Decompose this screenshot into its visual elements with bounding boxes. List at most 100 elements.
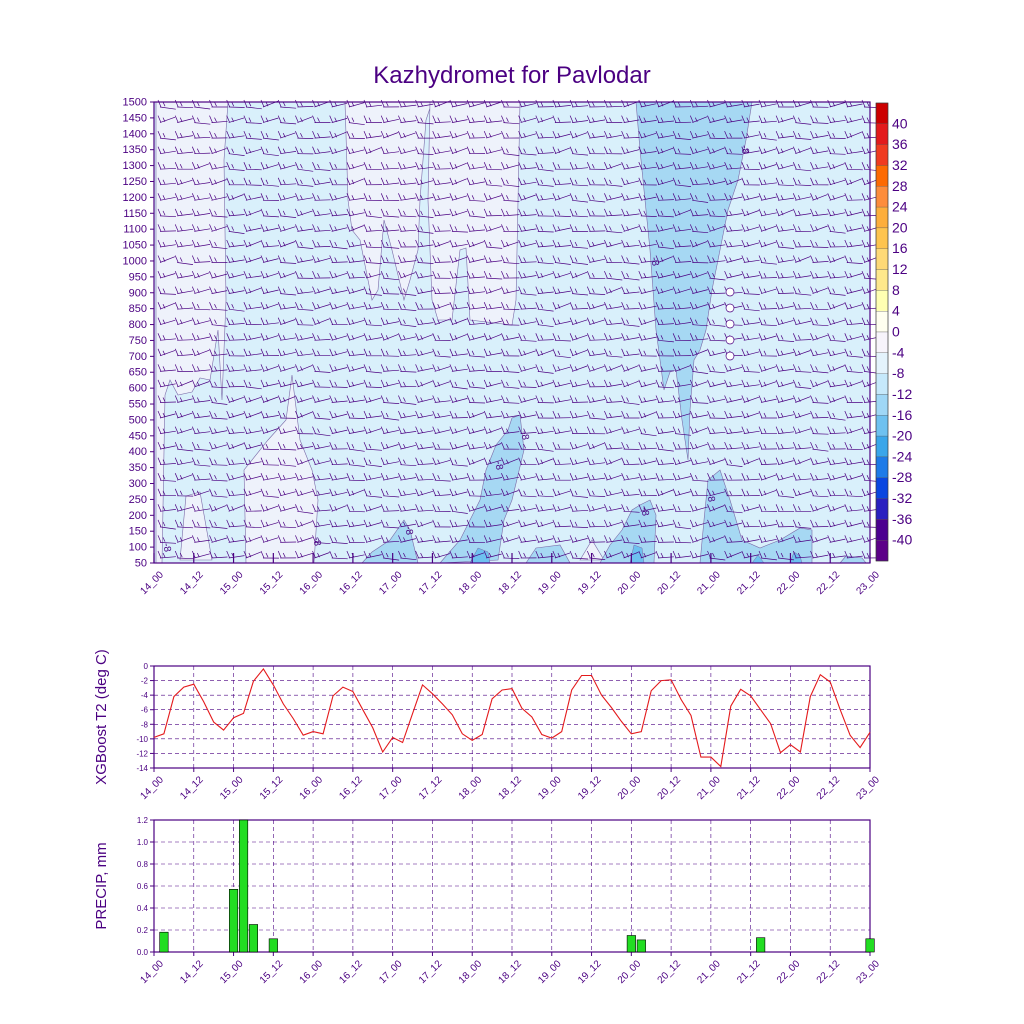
wind-barb	[827, 395, 845, 403]
wind-barb	[518, 162, 537, 170]
wind-barb	[157, 348, 176, 357]
wind-barb	[535, 130, 554, 139]
wind-barb	[312, 317, 330, 326]
contour-label: -8	[518, 430, 530, 441]
calm-circle	[725, 319, 735, 329]
wind-barb	[672, 270, 691, 279]
wind-barb	[621, 333, 640, 341]
wind-barb	[758, 488, 777, 497]
wind-barb	[672, 473, 691, 481]
wind-barb	[758, 410, 777, 419]
wind-barb	[707, 395, 726, 403]
wind-barb	[638, 550, 657, 559]
precip-bar	[268, 938, 278, 953]
wind-barb	[638, 270, 657, 279]
wind-barb	[741, 519, 760, 528]
wind-barb	[672, 224, 692, 232]
wind-barb	[535, 208, 554, 217]
x-tick-label: 17_00	[377, 569, 405, 597]
y-tick-label: 800	[129, 319, 147, 331]
y-tick-label: 400	[129, 446, 147, 458]
wind-barb	[758, 504, 778, 512]
wind-barb	[655, 426, 674, 434]
wind-barb	[260, 535, 279, 543]
x-tick-label: 15_00	[218, 569, 246, 597]
wind-barb	[638, 457, 657, 466]
wind-barb	[689, 286, 708, 294]
wind-barb	[157, 519, 176, 530]
wind-barb	[329, 317, 348, 326]
wind-barb	[329, 208, 348, 217]
wind-barb	[707, 115, 726, 123]
wind-barb	[741, 441, 760, 450]
wind-barb	[226, 364, 245, 372]
precip-bar	[626, 935, 636, 953]
wind-barb	[741, 333, 760, 341]
wind-barb	[174, 224, 194, 232]
wind-barb	[621, 395, 640, 405]
x-tick-label: 17_00	[377, 958, 405, 986]
y-tick-label: -12	[136, 749, 148, 758]
wind-barb	[586, 302, 605, 310]
wind-barb	[277, 519, 297, 529]
wind-barb	[535, 239, 554, 248]
wind-barb	[226, 519, 245, 528]
wind-barb	[741, 302, 760, 312]
wind-barb	[827, 115, 846, 123]
wind-barb	[260, 550, 280, 559]
wind-barb	[741, 270, 760, 279]
wind-barb	[535, 379, 554, 388]
wind-barb	[792, 224, 812, 232]
wind-barb	[415, 177, 434, 186]
wind-barb	[689, 395, 709, 404]
wind-barb	[466, 488, 486, 497]
wind-barb	[741, 379, 760, 388]
wind-barb	[380, 146, 400, 155]
colorbar: 4036322824201612840-4-8-12-16-20-24-28-3…	[875, 102, 912, 562]
wind-barb	[792, 99, 811, 108]
wind-barb	[449, 286, 468, 294]
wind-barb	[569, 239, 589, 249]
wind-barb	[586, 535, 606, 543]
wind-barb	[346, 146, 365, 155]
wind-barb	[432, 177, 451, 186]
wind-barb	[363, 177, 383, 186]
wind-barb	[552, 395, 571, 403]
wind-barb	[346, 239, 365, 248]
wind-barb	[604, 162, 622, 170]
wind-barb	[518, 364, 537, 372]
wind-barb	[707, 286, 726, 294]
colorbar-box	[875, 394, 889, 416]
wind-barb	[226, 115, 245, 123]
wind-barb	[346, 473, 365, 481]
wind-barb	[689, 255, 709, 264]
wind-barb	[380, 504, 400, 512]
wind-barb	[432, 426, 451, 434]
wind-barb	[174, 348, 194, 357]
wind-barb	[707, 410, 726, 419]
wind-barb	[810, 286, 828, 294]
wind-barb	[586, 410, 606, 420]
wind-barb	[432, 348, 451, 358]
chart-title: Kazhydromet for Pavlodar	[373, 62, 651, 89]
wind-barb	[844, 348, 863, 358]
wind-barb	[501, 146, 520, 156]
x-tick-label: 16_12	[337, 774, 365, 802]
wind-barb	[741, 239, 760, 248]
wind-barb	[483, 130, 502, 139]
calm-circle	[725, 351, 735, 361]
wind-barb	[466, 115, 486, 123]
wind-barb	[174, 208, 194, 217]
wind-barb	[346, 426, 365, 434]
wind-barb	[621, 379, 639, 388]
wind-barb	[775, 457, 794, 466]
wind-barb	[415, 426, 434, 434]
x-tick-label: 16_00	[298, 958, 326, 986]
wind-barb	[827, 348, 846, 357]
precip-bar	[756, 937, 766, 953]
wind-barb	[398, 535, 416, 543]
wind-barb	[243, 441, 262, 450]
x-tick-label: 14_00	[139, 569, 167, 597]
wind-barb	[518, 146, 537, 156]
wind-barb	[569, 348, 588, 357]
